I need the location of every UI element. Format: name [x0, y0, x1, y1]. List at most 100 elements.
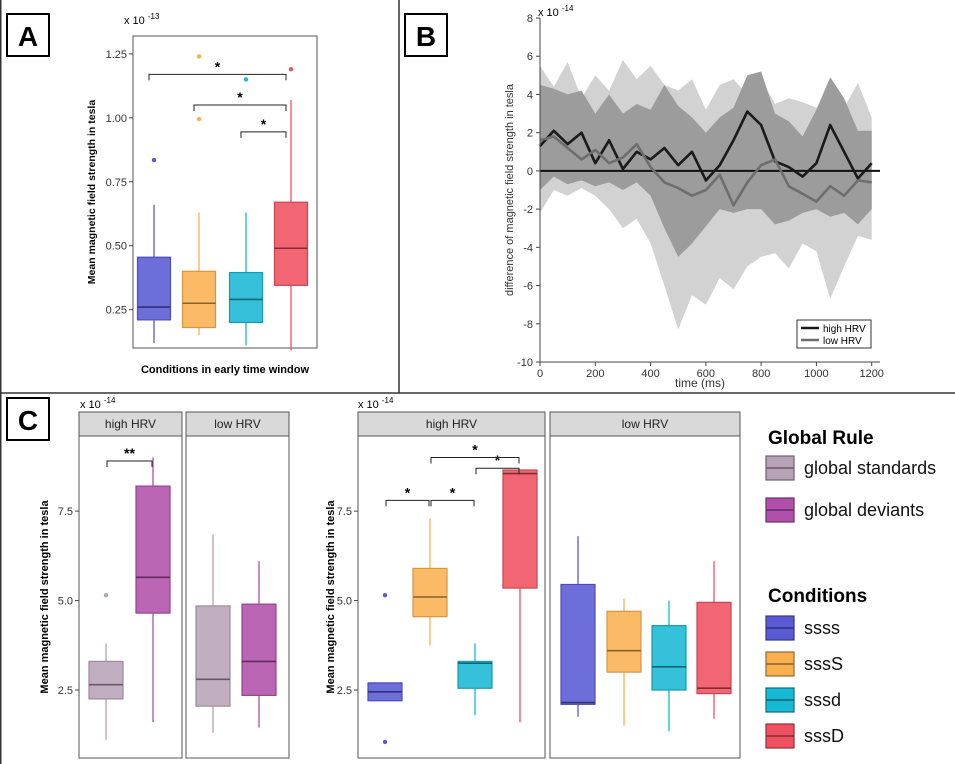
xlabel-a: Conditions in early time window — [141, 364, 310, 376]
legend-conditions-title: Conditions — [768, 586, 867, 607]
ytick-label-b-0: -10 — [517, 357, 533, 369]
ytick-label-3: 1.00 — [106, 113, 127, 125]
sig-bracket-C2-0-2 — [475, 467, 520, 475]
box-C1-1-1 — [241, 603, 277, 696]
ytick-label-b-5: 0 — [527, 166, 533, 178]
legend-global-label-0: global standards — [804, 458, 936, 478]
ytick-label-b-8: 6 — [527, 51, 533, 63]
legend-global-label-1: global deviants — [804, 500, 924, 520]
xtick-label-b-0: 0 — [537, 368, 543, 380]
series-line-0 — [539, 110, 873, 182]
ytick-label-C2-0: 2.5 — [337, 685, 352, 697]
outlier-2-0 — [243, 77, 249, 82]
panel-label-a-text: A — [18, 21, 38, 52]
xtick-label-b-1: 200 — [586, 368, 604, 380]
ytick-label-4: 1.25 — [106, 49, 127, 61]
sig-bracket-C2-0-3 — [430, 456, 520, 464]
sig-bracket-a-0 — [148, 73, 287, 81]
sig-bracket-C1-0-0 — [106, 460, 153, 468]
ytick-label-b-4: -2 — [523, 204, 533, 216]
box-C2-1-2 — [651, 625, 687, 691]
ytick-label-C1-2: 7.5 — [58, 506, 73, 518]
ytick-label-C2-2: 7.5 — [337, 506, 352, 518]
ytick-label-b-1: -8 — [523, 319, 533, 331]
sig-bracket-C1-0-0-label: ** — [124, 445, 135, 461]
facet-label-C2-1: low HRV — [622, 417, 668, 431]
legend-cond-label-0: ssss — [804, 618, 840, 638]
legend-cond-label-2: sssd — [804, 690, 841, 710]
ylabel-b: difference of magnetic field strength in… — [504, 83, 516, 296]
outlier-1-0 — [196, 116, 202, 122]
sig-bracket-a-2-label: * — [261, 116, 267, 132]
box-C2-0-2 — [457, 660, 493, 689]
box-C1-1-0 — [195, 605, 231, 707]
sig-bracket-C2-0-3-label: * — [472, 441, 478, 457]
sig-bracket-C2-0-1-label: * — [450, 484, 456, 500]
facet-strip-C1-1 — [185, 411, 290, 437]
facet-label-C1-1: low HRV — [214, 417, 260, 431]
panel-label-a: A — [6, 13, 50, 57]
box-C2-1-0 — [560, 583, 596, 705]
ylabel-C2: Mean magnetic field strength in tesla — [325, 500, 337, 694]
ytick-label-1: 0.50 — [106, 241, 127, 253]
box-2 — [228, 271, 264, 324]
ytick-label-b-7: 4 — [527, 89, 533, 101]
ytick-label-2: 0.75 — [106, 177, 127, 189]
sig-bracket-a-2 — [240, 131, 287, 138]
xtick-label-b-2: 400 — [641, 368, 659, 380]
chart-c2-boxplot: x 10 -14 Mean magnetic field strength in … — [325, 396, 741, 759]
sig-bracket-a-1 — [193, 104, 287, 112]
ytick-label-0: 0.25 — [106, 305, 127, 317]
outlier-1-1 — [196, 54, 202, 59]
ytick-label-C1-0: 2.5 — [58, 685, 73, 697]
xtick-label-b-6: 1200 — [859, 368, 883, 380]
chart-c1-boxplot: x 10 -14 Mean magnetic field strength in … — [39, 396, 290, 759]
ylabel-C1: Mean magnetic field strength in tesla — [39, 500, 51, 694]
box-C1-0-1 — [135, 485, 171, 614]
sig-bracket-C2-0-0-label: * — [405, 484, 411, 500]
panel-label-c-text: C — [18, 405, 38, 436]
outlier-C2-0-0-1 — [382, 739, 388, 745]
legend-b-label-0: high HRV — [823, 324, 866, 335]
xtick-label-b-3: 600 — [697, 368, 715, 380]
sig-bracket-a-0-label: * — [215, 58, 221, 74]
legend-b-frame — [796, 319, 872, 349]
facet-label-C2-0: high HRV — [426, 417, 477, 431]
panel-label-b-text: B — [416, 21, 436, 52]
facet-panel-C1-1 — [185, 435, 290, 759]
ytick-label-C1-1: 5.0 — [58, 596, 73, 608]
scale-note-b: x 10 -14 — [538, 4, 574, 19]
scale-note-C1: x 10 -14 — [80, 396, 116, 411]
ytick-label-b-6: 2 — [527, 128, 533, 140]
legend-cond-label-3: sssD — [804, 726, 844, 746]
panel-label-c: C — [6, 397, 50, 441]
outlier-C2-0-0-0 — [382, 593, 388, 598]
box-C2-1-1 — [606, 610, 642, 673]
ytick-label-b-9: 8 — [527, 13, 533, 25]
xtick-label-b-4: 800 — [752, 368, 770, 380]
scale-note-a: x 10 -13 — [124, 12, 160, 27]
legend-global-title: Global Rule — [768, 428, 874, 449]
facet-strip-C2-1 — [549, 411, 741, 437]
box-0 — [136, 256, 172, 321]
chart-a-boxplot: 0.25 0.50 0.75 1.00 1.25 x 10 -13 Mean magneti… — [86, 12, 318, 376]
sig-bracket-C2-0-1 — [430, 499, 475, 507]
chart-b-lineplot: -10 -8 -6 -4 -2 0 2 4 6 8 0 200 400 600 800 1000 1200 tim… — [504, 4, 884, 390]
series-line-1 — [539, 135, 872, 207]
ytick-label-b-2: -6 — [523, 281, 533, 293]
box-3 — [273, 201, 309, 286]
scale-note-C2: x 10 -14 — [358, 396, 394, 411]
sig-bracket-a-1-label: * — [237, 89, 243, 105]
outlier-3-0 — [288, 67, 294, 72]
sig-bracket-C2-0-0 — [385, 499, 430, 507]
xtick-label-b-5: 1000 — [804, 368, 828, 380]
ribbon-high-hrv — [540, 71, 872, 257]
sig-bracket-C2-0-2-label: * — [495, 452, 501, 468]
panel-label-b: B — [404, 13, 448, 57]
legend-cond-label-1: sssS — [804, 654, 843, 674]
facet-label-C1-0: high HRV — [105, 417, 156, 431]
ytick-label-b-3: -4 — [523, 242, 533, 254]
ylabel-a: Mean magnetic field strength in tesla — [86, 100, 98, 285]
ytick-label-C2-1: 5.0 — [337, 596, 352, 608]
